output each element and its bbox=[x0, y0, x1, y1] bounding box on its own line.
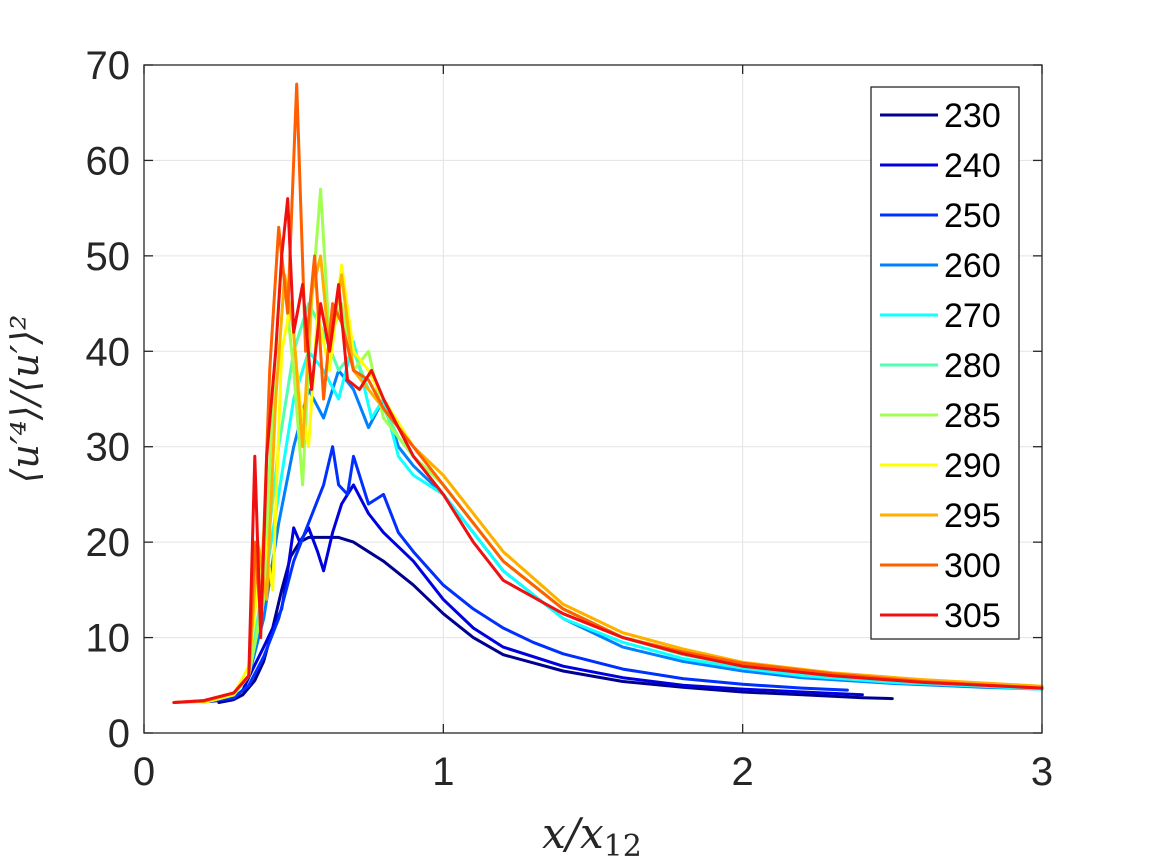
series-line-260 bbox=[202, 368, 1044, 704]
legend-label-300: 300 bbox=[944, 547, 1001, 585]
legend-label-240: 240 bbox=[944, 147, 1001, 185]
legend-label-280: 280 bbox=[944, 347, 1001, 385]
legend: 230 240 250 260 270 280 285 290 295 300 305 bbox=[870, 86, 1020, 640]
y-tick-label: 70 bbox=[86, 44, 131, 88]
y-tick-label: 50 bbox=[86, 235, 131, 279]
legend-label-270: 270 bbox=[944, 297, 1001, 335]
y-tick-label: 60 bbox=[86, 139, 131, 183]
y-tick-label: 30 bbox=[86, 426, 131, 470]
legend-label-295: 295 bbox=[944, 497, 1001, 535]
legend-label-250: 250 bbox=[944, 197, 1001, 235]
legend-label-285: 285 bbox=[944, 397, 1001, 435]
legend-label-290: 290 bbox=[944, 447, 1001, 485]
legend-label-305: 305 bbox=[944, 597, 1001, 635]
x-tick-label: 3 bbox=[1031, 750, 1053, 794]
x-tick-label: 1 bbox=[432, 750, 454, 794]
series-line-240 bbox=[208, 483, 864, 703]
y-tick-label: 0 bbox=[108, 712, 130, 756]
y-axis-label: ⟨u′⁴⟩/⟨u′⟩² bbox=[3, 315, 47, 484]
legend-box bbox=[870, 86, 1020, 640]
y-tick-label: 20 bbox=[86, 521, 131, 565]
series-line-305 bbox=[172, 197, 1044, 704]
y-tick-label: 10 bbox=[86, 617, 131, 661]
legend-label-230: 230 bbox=[944, 97, 1001, 135]
legend-label-260: 260 bbox=[944, 247, 1001, 285]
plot-frame bbox=[143, 64, 1043, 734]
series-line-250 bbox=[208, 445, 849, 703]
y-tick-label: 40 bbox=[86, 330, 131, 374]
series-lines bbox=[172, 82, 1044, 704]
x-tick-label: 2 bbox=[732, 750, 754, 794]
x-tick-label: 0 bbox=[133, 750, 155, 794]
